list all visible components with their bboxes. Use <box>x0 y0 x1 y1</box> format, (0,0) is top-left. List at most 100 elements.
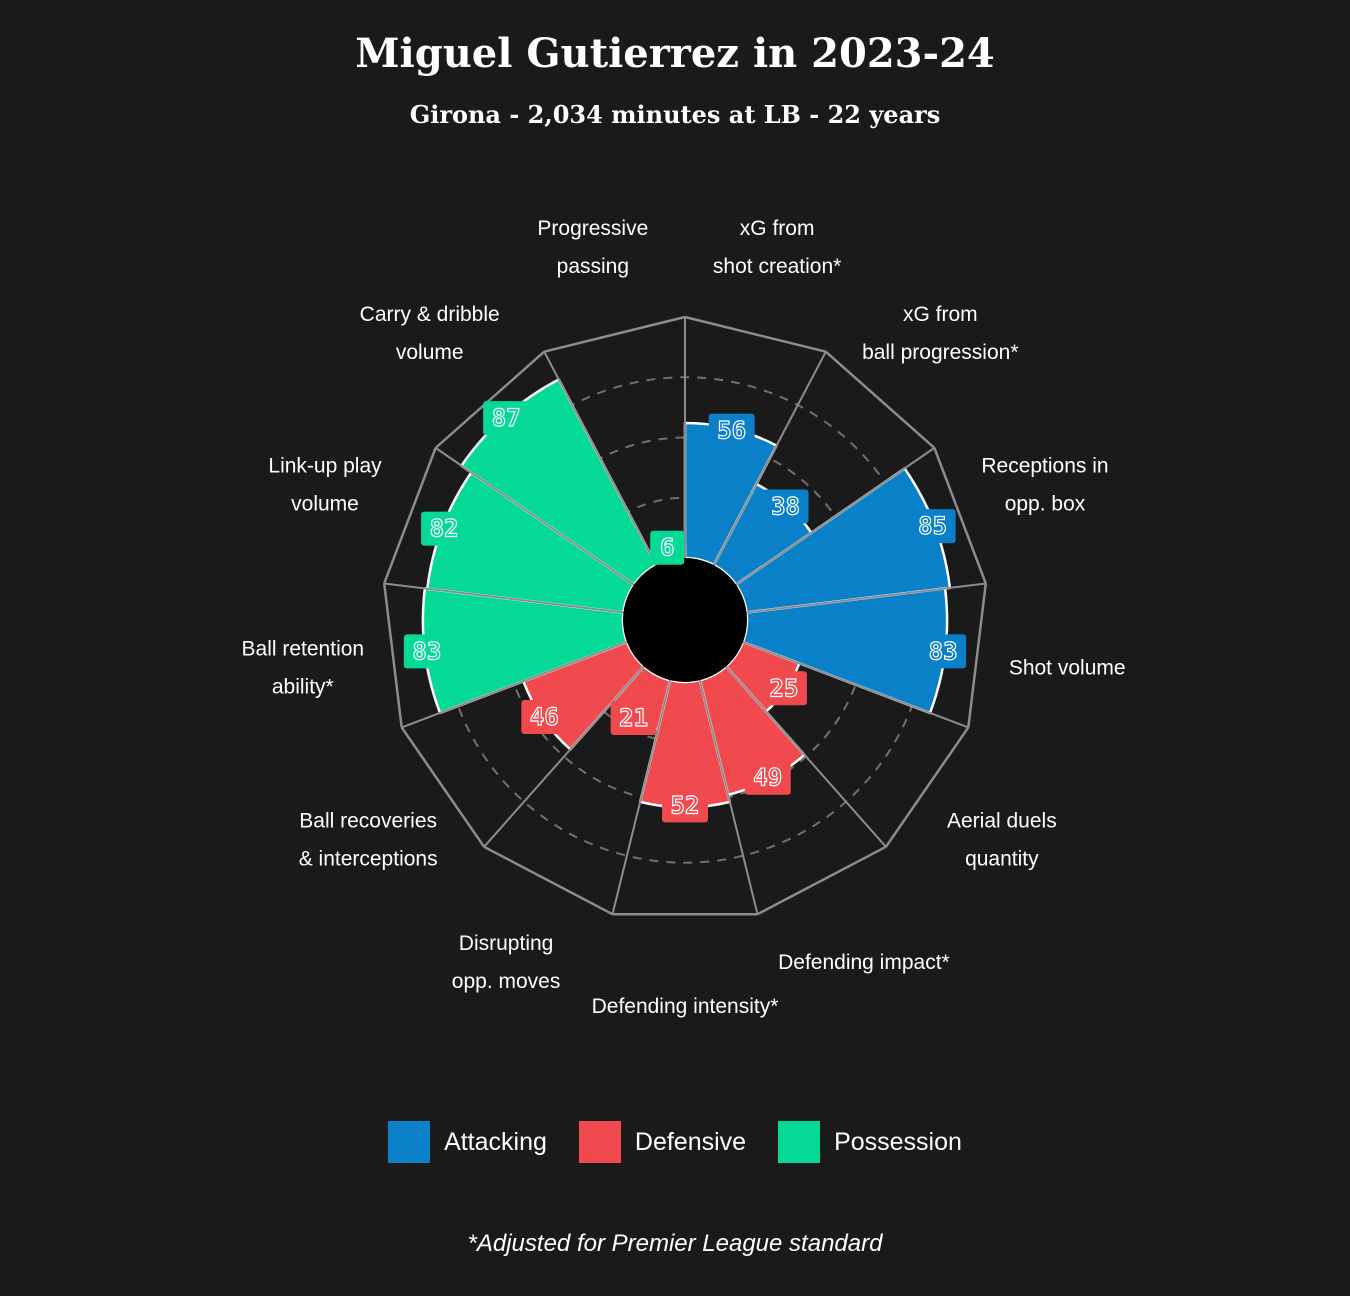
spoke <box>384 582 624 614</box>
category-label: Defending intensity* <box>592 995 779 1018</box>
legend-item-attacking: Attacking <box>388 1121 547 1163</box>
value-label: 21 <box>619 704 648 732</box>
category-label: xG from shot creation* <box>713 217 841 278</box>
category-label-line: Progressive <box>537 217 648 240</box>
category-label-line: shot creation* <box>713 255 841 278</box>
outer-edge <box>434 350 546 449</box>
category-label: Ball recoveries & interceptions <box>299 810 438 871</box>
spoke <box>483 665 645 848</box>
category-label-line: quantity <box>965 848 1039 871</box>
category-label: Ball retention ability* <box>242 637 365 698</box>
category-label-line: ability* <box>272 675 334 698</box>
value-label: 46 <box>530 703 559 731</box>
category-label: Disrupting opp. moves <box>452 932 561 993</box>
outer-edge <box>933 447 987 584</box>
category-label-line: Defending intensity* <box>592 995 779 1018</box>
value-label: 87 <box>492 404 521 432</box>
footnote: *Adjusted for Premier League standard <box>467 1230 883 1257</box>
outer-edge <box>884 726 970 848</box>
value-label: 38 <box>771 493 800 521</box>
value-label: 82 <box>430 515 459 543</box>
center-hole <box>623 558 747 682</box>
value-label: 85 <box>918 512 947 540</box>
value-badge <box>760 671 807 706</box>
outer-edge <box>824 350 936 449</box>
chart-title: Miguel Gutierrez in 2023-24 <box>355 30 995 77</box>
outer-edge <box>400 726 486 848</box>
legend-label: Defensive <box>634 1127 747 1156</box>
spoke <box>746 582 986 614</box>
legend-swatch-attacking <box>388 1121 431 1163</box>
chart-subtitle: Girona - 2,034 minutes at LB - 22 years <box>409 100 941 129</box>
outer-edge <box>483 845 614 916</box>
category-label: xG from ball progression* <box>862 303 1018 364</box>
category-label-line: opp. moves <box>452 970 561 993</box>
category-label: Shot volume <box>1009 656 1126 679</box>
category-label-line: Ball recoveries <box>299 810 437 833</box>
value-label: 83 <box>929 637 958 665</box>
spoke <box>712 351 827 566</box>
value-label: 49 <box>753 764 782 792</box>
spoke <box>725 665 887 848</box>
value-badge <box>483 401 530 436</box>
category-label: Carry & dribble volume <box>360 303 500 364</box>
category-label-line: volume <box>396 341 464 364</box>
value-label: 83 <box>412 637 441 665</box>
value-label: 25 <box>770 674 799 702</box>
spoke <box>435 447 635 586</box>
spoke <box>543 351 658 566</box>
category-label: Aerial duels quantity <box>947 810 1057 871</box>
category-label-line: Disrupting <box>459 932 554 955</box>
category-label-line: xG from <box>903 303 978 326</box>
legend-label: Possession <box>834 1127 962 1156</box>
value-badge <box>744 760 791 795</box>
category-label: Defending impact* <box>778 951 950 974</box>
outer-edge <box>382 583 403 728</box>
category-label-line: passing <box>557 255 629 278</box>
category-label-line: ball progression* <box>862 341 1018 364</box>
category-label-line: Carry & dribble <box>360 303 500 326</box>
category-label-line: volume <box>291 492 359 515</box>
value-badge <box>403 634 450 669</box>
category-label-line: opp. box <box>1005 492 1086 515</box>
value-label: 52 <box>671 791 700 819</box>
legend-label: Attacking <box>444 1127 547 1156</box>
category-label: Receptions in opp. box <box>981 454 1108 515</box>
category-label-line: Receptions in <box>981 454 1108 477</box>
legend-item-defensive: Defensive <box>578 1121 747 1163</box>
legend-swatch-defensive <box>578 1121 621 1163</box>
legend: Attacking Defensive Possession <box>0 1121 1350 1163</box>
spoke <box>698 679 759 915</box>
outer-edge <box>756 845 887 916</box>
value-badge <box>610 700 657 735</box>
category-label-line: Shot volume <box>1009 656 1126 679</box>
category-label-line: Ball retention <box>242 637 365 660</box>
spoke <box>735 447 935 586</box>
category-label-line: xG from <box>740 217 815 240</box>
value-badge <box>662 788 708 823</box>
value-badge <box>521 700 568 735</box>
legend-swatch-possession <box>778 1121 821 1163</box>
value-badge <box>650 530 685 565</box>
spoke <box>611 679 672 915</box>
category-label: Link-up play volume <box>268 454 382 515</box>
outer-edge <box>967 583 988 728</box>
category-label-line: Aerial duels <box>947 810 1057 833</box>
outer-edge <box>684 315 827 353</box>
value-badge <box>909 509 956 544</box>
legend-item-possession: Possession <box>778 1121 962 1163</box>
value-badge <box>762 489 809 524</box>
value-label: 6 <box>660 534 674 562</box>
value-badge <box>920 634 967 669</box>
category-label-line: Link-up play <box>268 454 382 477</box>
outer-edge <box>543 315 686 353</box>
category-label-line: & interceptions <box>299 848 438 871</box>
value-badge <box>421 511 468 546</box>
value-label: 56 <box>717 417 746 445</box>
category-label-line: Defending impact* <box>778 951 950 974</box>
category-label: Progressive passing <box>537 217 648 278</box>
value-badge <box>708 413 755 448</box>
outer-edge <box>383 447 437 584</box>
spoke <box>742 641 969 729</box>
